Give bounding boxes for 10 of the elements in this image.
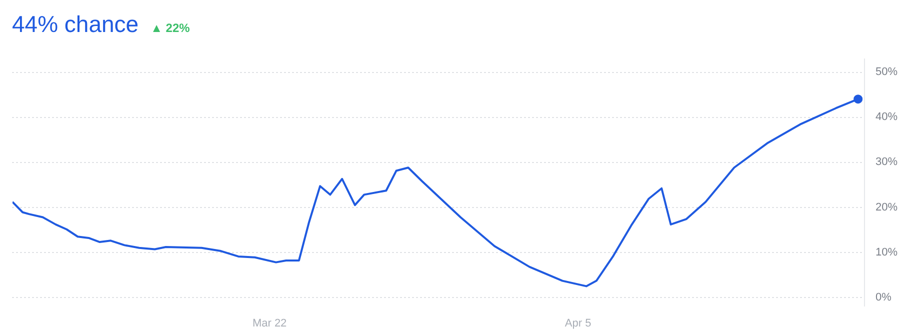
y-tick-label: 40%	[876, 111, 898, 124]
y-tick-label: 0%	[876, 291, 892, 304]
chart-title: 44% chance	[12, 11, 139, 37]
y-tick-label: 50%	[876, 66, 898, 78]
y-tick-label: 10%	[876, 246, 898, 258]
y-tick-label: 20%	[876, 201, 898, 214]
y-tick-label: 30%	[876, 156, 898, 168]
x-tick-label: Mar 22	[252, 318, 287, 330]
x-tick-label: Apr 5	[564, 318, 592, 330]
chart-subtitle: ▲ 22%	[150, 21, 190, 35]
